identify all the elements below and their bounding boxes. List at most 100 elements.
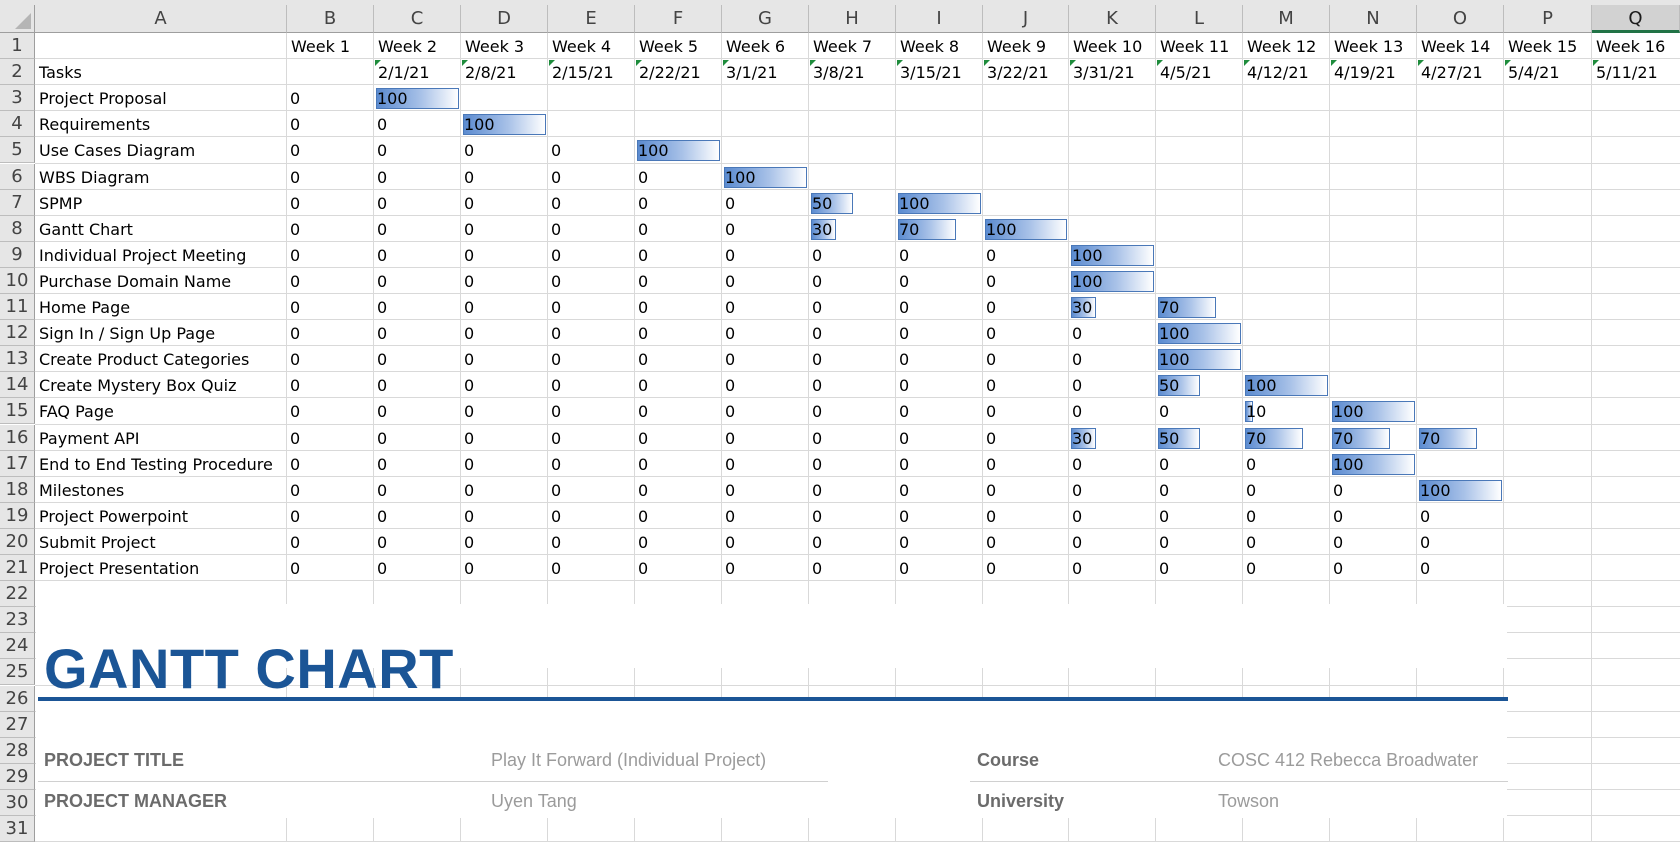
task-progress-cell[interactable]: 0 xyxy=(1072,454,1083,474)
task-progress-cell[interactable]: 0 xyxy=(899,324,910,344)
row-header-3[interactable]: 3 xyxy=(0,85,35,112)
task-progress-cell[interactable]: 0 xyxy=(725,428,736,448)
task-progress-cell[interactable]: 0 xyxy=(899,506,910,526)
task-progress-cell[interactable]: 0 xyxy=(290,271,301,291)
task-progress-cell[interactable]: 0 xyxy=(1159,532,1170,552)
task-progress-cell[interactable]: 0 xyxy=(464,350,475,370)
task-progress-cell[interactable]: 0 xyxy=(638,193,649,213)
task-progress-cell[interactable]: 0 xyxy=(290,298,301,317)
task-progress-cell[interactable]: 0 xyxy=(899,428,910,448)
tasks-header[interactable]: Tasks xyxy=(39,63,82,83)
task-progress-cell[interactable]: 0 xyxy=(1072,559,1083,578)
task-progress-cell[interactable]: 0 xyxy=(725,193,736,213)
task-progress-cell[interactable]: 0 xyxy=(290,532,301,552)
task-progress-cell[interactable]: 0 xyxy=(812,245,823,265)
task-progress-cell[interactable]: 0 xyxy=(1420,532,1431,552)
task-progress-cell[interactable]: 0 xyxy=(1246,506,1257,526)
week-header[interactable]: Week 9 xyxy=(987,37,1047,56)
column-header-o[interactable]: O xyxy=(1417,5,1504,33)
week-header[interactable]: Week 10 xyxy=(1073,37,1143,56)
task-progress-cell[interactable]: 0 xyxy=(377,480,388,500)
task-progress-cell[interactable]: 0 xyxy=(290,402,301,422)
week-header[interactable]: Week 8 xyxy=(900,37,960,56)
task-progress-cell[interactable]: 0 xyxy=(551,532,562,552)
row-header-6[interactable]: 6 xyxy=(0,163,35,190)
task-name[interactable]: Project Powerpoint xyxy=(39,506,189,526)
task-progress-cell[interactable]: 30 xyxy=(1072,428,1093,448)
task-progress-cell[interactable]: 0 xyxy=(986,428,997,448)
task-progress-cell[interactable]: 0 xyxy=(899,245,910,265)
task-progress-cell[interactable]: 100 xyxy=(899,193,930,213)
row-header-15[interactable]: 15 xyxy=(0,398,35,425)
row-header-16[interactable]: 16 xyxy=(0,424,35,451)
task-progress-cell[interactable]: 0 xyxy=(725,480,736,500)
task-progress-cell[interactable]: 0 xyxy=(551,559,562,578)
week-header[interactable]: Week 16 xyxy=(1596,37,1666,56)
task-name[interactable]: SPMP xyxy=(39,193,83,213)
column-header-m[interactable]: M xyxy=(1243,5,1330,33)
task-progress-cell[interactable]: 0 xyxy=(1159,480,1170,500)
task-progress-cell[interactable]: 0 xyxy=(551,350,562,370)
task-name[interactable]: Gantt Chart xyxy=(39,219,133,239)
task-progress-cell[interactable]: 0 xyxy=(1333,559,1344,578)
task-progress-cell[interactable]: 0 xyxy=(1072,506,1083,526)
task-progress-cell[interactable]: 0 xyxy=(1072,532,1083,552)
week-header[interactable]: Week 12 xyxy=(1247,37,1317,56)
row-header-21[interactable]: 21 xyxy=(0,555,35,582)
task-progress-cell[interactable]: 0 xyxy=(551,324,562,344)
task-progress-cell[interactable]: 0 xyxy=(551,271,562,291)
task-progress-cell[interactable]: 0 xyxy=(377,324,388,344)
task-progress-cell[interactable]: 70 xyxy=(1159,298,1180,317)
week-date[interactable]: 3/15/21 xyxy=(900,63,962,83)
task-progress-cell[interactable]: 0 xyxy=(638,506,649,526)
course-value[interactable]: COSC 412 Rebecca Broadwater xyxy=(1218,750,1479,770)
column-header-n[interactable]: N xyxy=(1330,5,1417,33)
task-name[interactable]: Create Product Categories xyxy=(39,350,250,370)
task-progress-cell[interactable]: 0 xyxy=(725,454,736,474)
week-header[interactable]: Week 2 xyxy=(378,37,438,56)
week-header[interactable]: Week 7 xyxy=(813,37,873,56)
row-header-8[interactable]: 8 xyxy=(0,215,35,242)
column-header-i[interactable]: I xyxy=(896,5,983,33)
task-progress-cell[interactable]: 0 xyxy=(812,350,823,370)
task-progress-cell[interactable]: 100 xyxy=(1333,454,1364,474)
task-progress-cell[interactable]: 0 xyxy=(377,193,388,213)
task-progress-cell[interactable]: 100 xyxy=(1420,480,1451,500)
task-progress-cell[interactable]: 50 xyxy=(1159,376,1180,396)
task-progress-cell[interactable]: 0 xyxy=(377,298,388,317)
task-progress-cell[interactable]: 0 xyxy=(464,271,475,291)
week-header[interactable]: Week 14 xyxy=(1421,37,1491,56)
task-progress-cell[interactable]: 0 xyxy=(812,376,823,396)
task-name[interactable]: Project Presentation xyxy=(39,559,200,578)
task-name[interactable]: Home Page xyxy=(39,298,131,317)
task-progress-cell[interactable]: 0 xyxy=(812,324,823,344)
task-progress-cell[interactable]: 0 xyxy=(812,402,823,422)
task-progress-cell[interactable]: 0 xyxy=(377,506,388,526)
task-progress-cell[interactable]: 0 xyxy=(290,559,301,578)
task-progress-cell[interactable]: 0 xyxy=(290,506,301,526)
task-progress-cell[interactable]: 0 xyxy=(638,219,649,239)
week-date[interactable]: 5/11/21 xyxy=(1596,63,1658,83)
task-progress-cell[interactable]: 0 xyxy=(1246,532,1257,552)
task-progress-cell[interactable]: 0 xyxy=(812,480,823,500)
task-progress-cell[interactable]: 0 xyxy=(899,559,910,578)
row-header-20[interactable]: 20 xyxy=(0,528,35,555)
task-progress-cell[interactable]: 0 xyxy=(638,454,649,474)
task-progress-cell[interactable]: 0 xyxy=(899,298,910,317)
week-date[interactable]: 3/31/21 xyxy=(1073,63,1135,83)
row-header-19[interactable]: 19 xyxy=(0,502,35,529)
task-progress-cell[interactable]: 0 xyxy=(812,559,823,578)
task-progress-cell[interactable]: 0 xyxy=(290,324,301,344)
task-progress-cell[interactable]: 0 xyxy=(464,532,475,552)
task-progress-cell[interactable]: 0 xyxy=(290,115,301,135)
week-date[interactable]: 4/19/21 xyxy=(1334,63,1396,83)
task-progress-cell[interactable]: 0 xyxy=(899,350,910,370)
task-progress-cell[interactable]: 0 xyxy=(725,376,736,396)
task-progress-cell[interactable]: 70 xyxy=(899,219,920,239)
task-progress-cell[interactable]: 0 xyxy=(290,428,301,448)
column-header-f[interactable]: F xyxy=(635,5,722,33)
row-header-14[interactable]: 14 xyxy=(0,372,35,399)
task-progress-cell[interactable]: 0 xyxy=(899,402,910,422)
task-name[interactable]: Milestones xyxy=(39,480,125,500)
